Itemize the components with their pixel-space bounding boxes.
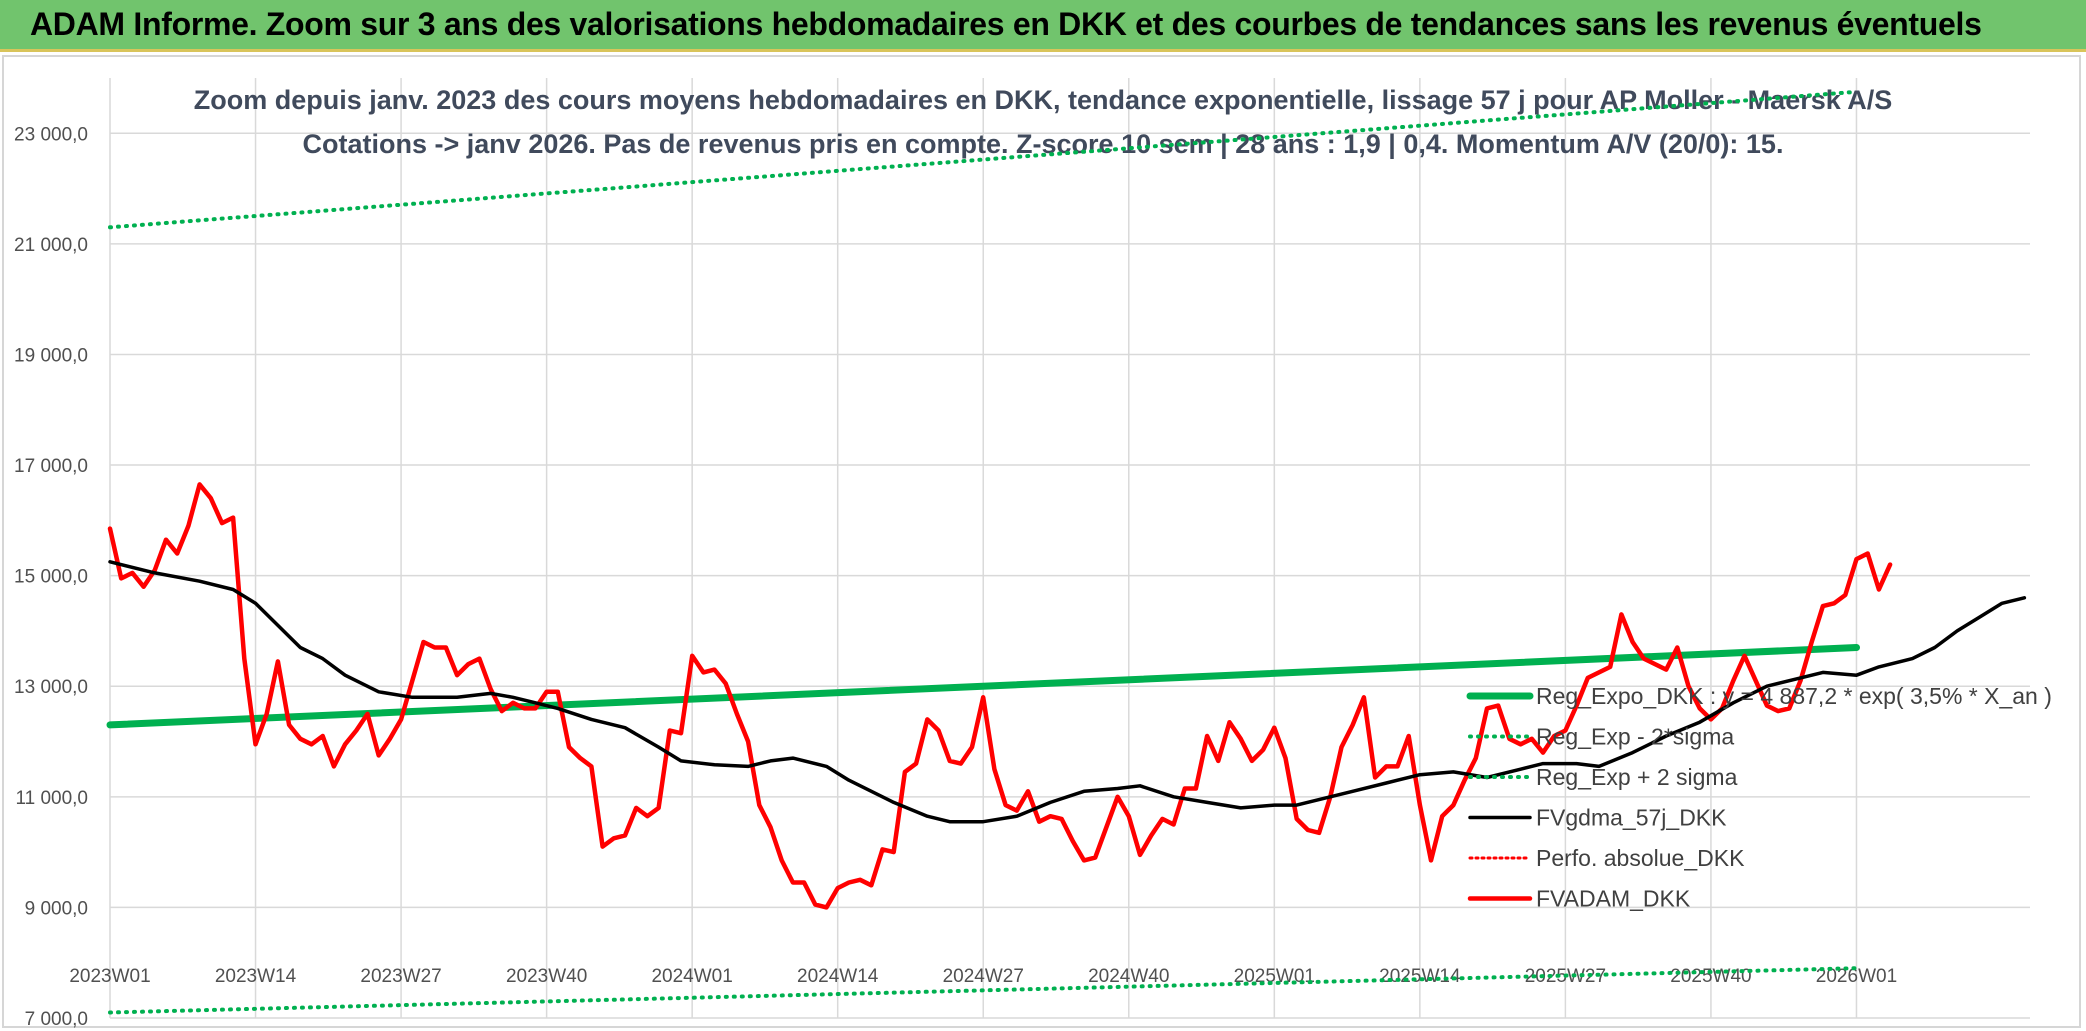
x-tick-label: 2024W40	[1088, 966, 1169, 987]
grid-lines	[109, 78, 2030, 1019]
y-tick-label: 17 000,0	[14, 456, 88, 477]
chart-title: Zoom depuis janv. 2023 des cours moyens …	[194, 85, 1893, 115]
y-tick-label: 7 000,0	[25, 1009, 88, 1030]
y-axis-ticks: 7 000,0 9 000,0 11 000,0 13 000,0 15 000,0 17…	[14, 124, 88, 1030]
legend-label: FVgdma_57j_DKK	[1536, 805, 1727, 831]
series	[106, 89, 2027, 1015]
legend: Reg_Expo_DKK : y = 4 887,2 * exp( 3,5% *…	[1466, 683, 2052, 912]
y-tick-label: 11 000,0	[15, 788, 88, 809]
y-tick-label: 21 000,0	[14, 235, 88, 256]
x-tick-label: 2025W40	[1670, 966, 1751, 987]
chart-frame	[2, 55, 2081, 1028]
x-tick-label: 2023W01	[69, 966, 150, 987]
y-tick-label: 15 000,0	[14, 567, 88, 588]
x-tick-label: 2024W01	[651, 966, 732, 987]
legend-label: Reg_Expo_DKK : y = 4 887,2 * exp( 3,5% *…	[1536, 683, 2052, 709]
x-axis-ticks: 2023W01 2023W14 2023W27 2023W40 2024W01 2024W…	[69, 966, 1897, 987]
series-fvgdma	[108, 560, 2027, 824]
x-tick-label: 2024W27	[943, 966, 1024, 987]
x-tick-label: 2026W01	[1816, 966, 1897, 987]
x-tick-label: 2023W40	[506, 966, 587, 987]
legend-label: Reg_Exp + 2 sigma	[1536, 764, 1738, 790]
y-tick-label: 19 000,0	[14, 345, 88, 366]
legend-label: FVADAM_DKK	[1536, 886, 1691, 912]
y-tick-label: 23 000,0	[14, 124, 88, 145]
y-tick-label: 13 000,0	[14, 677, 88, 698]
x-tick-label: 2025W14	[1379, 966, 1461, 987]
series-fvadam	[107, 482, 1893, 910]
legend-label: Reg_Exp - 2*sigma	[1536, 724, 1734, 750]
banner: ADAM Informe. Zoom sur 3 ans des valoris…	[0, 0, 2086, 52]
y-tick-label: 9 000,0	[25, 898, 88, 919]
legend-label: Perfo. absolue_DKK	[1536, 845, 1745, 871]
banner-title: ADAM Informe. Zoom sur 3 ans des valoris…	[30, 6, 1982, 42]
x-tick-label: 2023W14	[215, 966, 297, 987]
x-tick-label: 2023W27	[360, 966, 441, 987]
x-tick-label: 2024W14	[797, 966, 879, 987]
series-reg-minus-2sigma	[108, 966, 1859, 1015]
